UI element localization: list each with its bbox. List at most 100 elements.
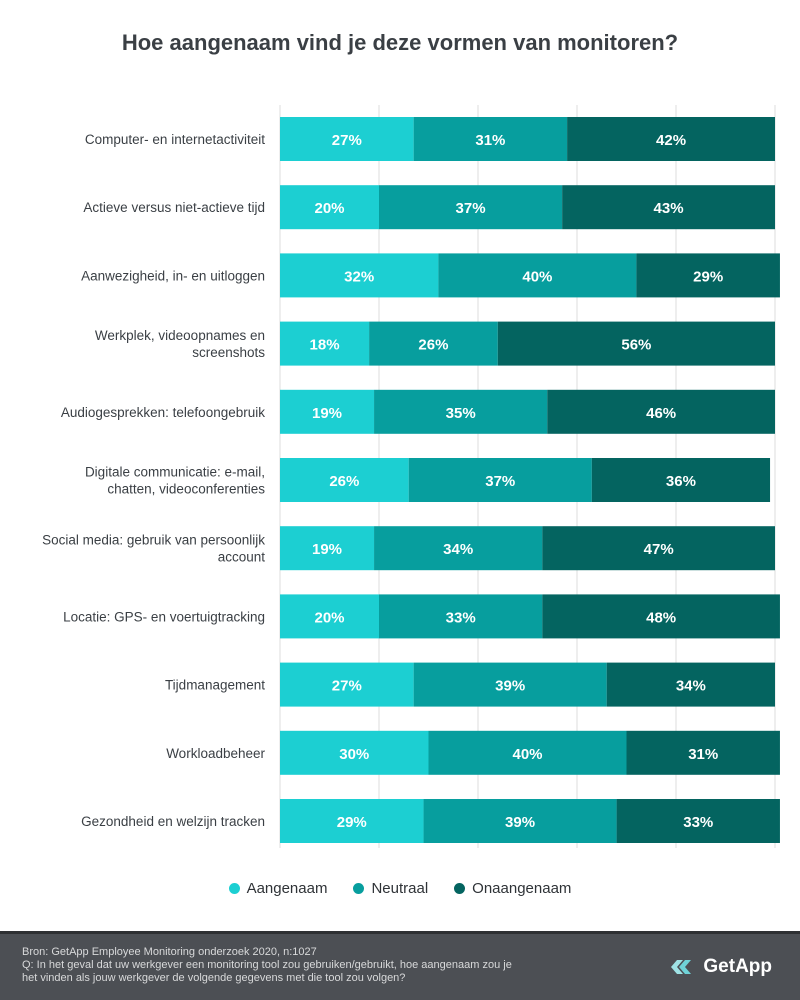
bar-segment-neutraal [413, 117, 568, 161]
legend-item-onaangenaam: Onaangenaam [454, 880, 571, 897]
data-label: 43% [654, 200, 684, 217]
bar-segment-aangenaam [280, 253, 439, 298]
data-label: 27% [332, 132, 362, 149]
category-label: Werkplek, videoopnames en [95, 328, 265, 343]
data-label: 37% [456, 200, 486, 217]
data-label: 40% [512, 746, 542, 763]
category-label: Gezondheid en welzijn tracken [81, 814, 265, 829]
data-label: 26% [329, 473, 359, 490]
bar-segment-aangenaam [280, 117, 414, 161]
category-label: Tijdmanagement [165, 678, 265, 693]
category-label: Aanwezigheid, in- en uitloggen [81, 268, 265, 283]
bar-segment-neutraal [379, 185, 563, 230]
category-label: Locatie: GPS- en voertuigtracking [63, 609, 265, 624]
bar-segment-aangenaam [280, 526, 375, 571]
category-label: Social media: gebruik van persoonlijk [42, 533, 265, 548]
category-label: chatten, videoconferenties [107, 482, 265, 497]
data-label: 26% [418, 337, 448, 354]
bar-segment-onaangenaam [567, 117, 775, 161]
data-label: 34% [443, 541, 473, 558]
bar-segment-neutraal [374, 526, 543, 571]
data-label: 48% [646, 609, 676, 626]
bar-segment-onaangenaam [497, 321, 775, 366]
getapp-logo-icon [671, 960, 692, 974]
data-label: 42% [656, 132, 686, 149]
bar-segment-neutraal [408, 458, 592, 502]
bar-segment-onaangenaam [542, 594, 780, 639]
data-label: 32% [344, 268, 374, 285]
data-label: 40% [522, 268, 552, 285]
data-label: 33% [446, 609, 476, 626]
data-label: 39% [495, 678, 525, 695]
bar-segment-onaangenaam [606, 662, 775, 707]
legend-label-onaangenaam: Onaangenaam [472, 880, 572, 897]
data-label: 31% [688, 746, 718, 763]
bar-segment-onaangenaam [547, 389, 775, 434]
bar-segment-neutraal [428, 730, 627, 775]
brand-logo[interactable]: GetApp [671, 956, 772, 978]
data-label: 47% [644, 541, 674, 558]
data-label: 56% [621, 337, 651, 354]
category-label: screenshots [192, 345, 265, 360]
data-label: 18% [310, 337, 340, 354]
data-label: 29% [693, 268, 723, 285]
category-label: Workloadbeheer [166, 746, 265, 761]
legend-swatch-neutraal [353, 883, 365, 894]
bar-segment-neutraal [413, 662, 607, 707]
brand-name: GetApp [703, 956, 772, 977]
data-label: 37% [485, 473, 515, 490]
data-label: 33% [683, 814, 713, 831]
bar-segment-neutraal [423, 799, 617, 843]
bar-segment-aangenaam [280, 662, 414, 707]
bar-segment-onaangenaam [626, 730, 780, 775]
category-label: Computer- en internetactiviteit [85, 132, 265, 147]
data-label: 35% [446, 405, 476, 422]
legend-label-aangenaam: Aangenaam [246, 880, 328, 897]
question-line-1: Q: In het geval dat uw werkgever een mon… [22, 959, 512, 971]
data-label: 31% [475, 132, 505, 149]
data-label: 27% [332, 678, 362, 695]
bar-segment-aangenaam [280, 389, 375, 434]
data-label: 39% [505, 814, 535, 831]
legend-label-neutraal: Neutraal [371, 880, 429, 897]
data-label: 29% [337, 814, 367, 831]
bar-segment-neutraal [438, 253, 637, 298]
bar-segment-aangenaam [280, 594, 379, 639]
legend-swatch-onaangenaam [454, 883, 466, 894]
category-label: Audiogesprekken: telefoongebruik [61, 405, 265, 420]
bar-segment-aangenaam [280, 730, 429, 775]
bar-segment-neutraal [369, 321, 498, 366]
category-label: Digitale communicatie: e-mail, [85, 465, 265, 480]
bar-segment-neutraal [374, 389, 548, 434]
bar-segment-aangenaam [280, 185, 379, 230]
chart-title: Hoe aangenaam vind je deze vormen van mo… [121, 30, 679, 55]
legend-swatch-aangenaam [228, 883, 240, 894]
bar-segment-neutraal [379, 594, 543, 639]
data-label: 19% [312, 541, 342, 558]
bar-segment-onaangenaam [616, 799, 780, 843]
data-label: 36% [666, 473, 696, 490]
bar-segment-onaangenaam [636, 253, 780, 298]
category-label: Actieve versus niet-actieve tijd [83, 200, 265, 215]
bar-segment-onaangenaam [542, 526, 775, 571]
bar-segment-onaangenaam [562, 185, 775, 230]
legend: Aangenaam Neutraal Onaangenaam [0, 880, 800, 897]
legend-item-aangenaam: Aangenaam [228, 880, 328, 897]
bar-segment-aangenaam [280, 799, 424, 843]
source-note: Bron: GetApp Employee Monitoring onderzo… [22, 946, 317, 958]
footer-text: Bron: GetApp Employee Monitoring onderzo… [22, 946, 622, 985]
data-label: 19% [312, 405, 342, 422]
bar-segment-onaangenaam [591, 458, 771, 502]
category-label: account [218, 550, 266, 565]
bar-segment-aangenaam [280, 321, 370, 366]
data-label: 46% [646, 405, 676, 422]
legend-item-neutraal: Neutraal [353, 880, 428, 897]
data-label: 20% [314, 609, 344, 626]
data-label: 30% [339, 746, 369, 763]
question-line-2: het vinden als jouw werkgever de volgend… [22, 972, 406, 984]
bar-segment-aangenaam [280, 458, 409, 502]
stacked-bar-chart: Computer- en internetactiviteit 27% 31% 42%… [42, 105, 780, 848]
data-label: 20% [314, 200, 344, 217]
data-label: 34% [676, 678, 706, 695]
footer: Bron: GetApp Employee Monitoring onderzo… [0, 931, 800, 1000]
